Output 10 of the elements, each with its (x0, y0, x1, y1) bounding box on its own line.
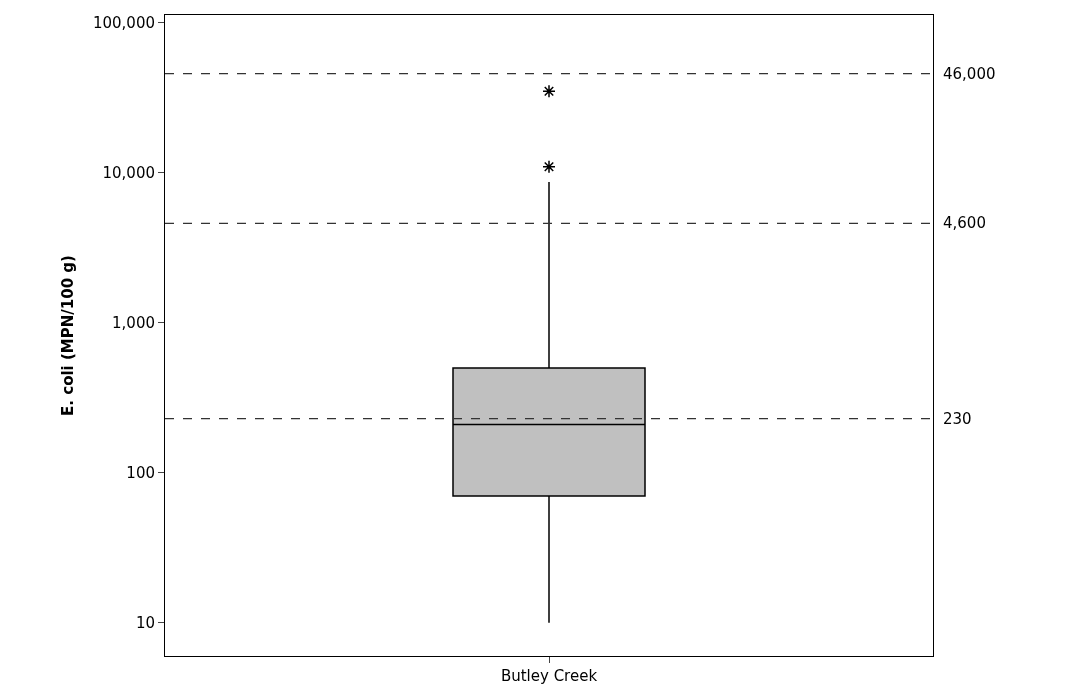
y-tick-label: 100,000 (92, 14, 155, 33)
ref-line-label: 4,600 (943, 214, 986, 232)
x-tick-label: Butley Creek (500, 667, 598, 685)
y-tick-label: 10,000 (102, 164, 155, 183)
ref-line-label: 46,000 (943, 65, 996, 83)
y-tick-label: 10 (135, 613, 155, 632)
y-tick-label: 100 (126, 464, 155, 483)
y-axis-title: E. coli (MPN/100 g) (59, 255, 78, 416)
y-tick-label: 1,000 (112, 314, 155, 333)
ref-line-label: 230 (943, 410, 972, 428)
